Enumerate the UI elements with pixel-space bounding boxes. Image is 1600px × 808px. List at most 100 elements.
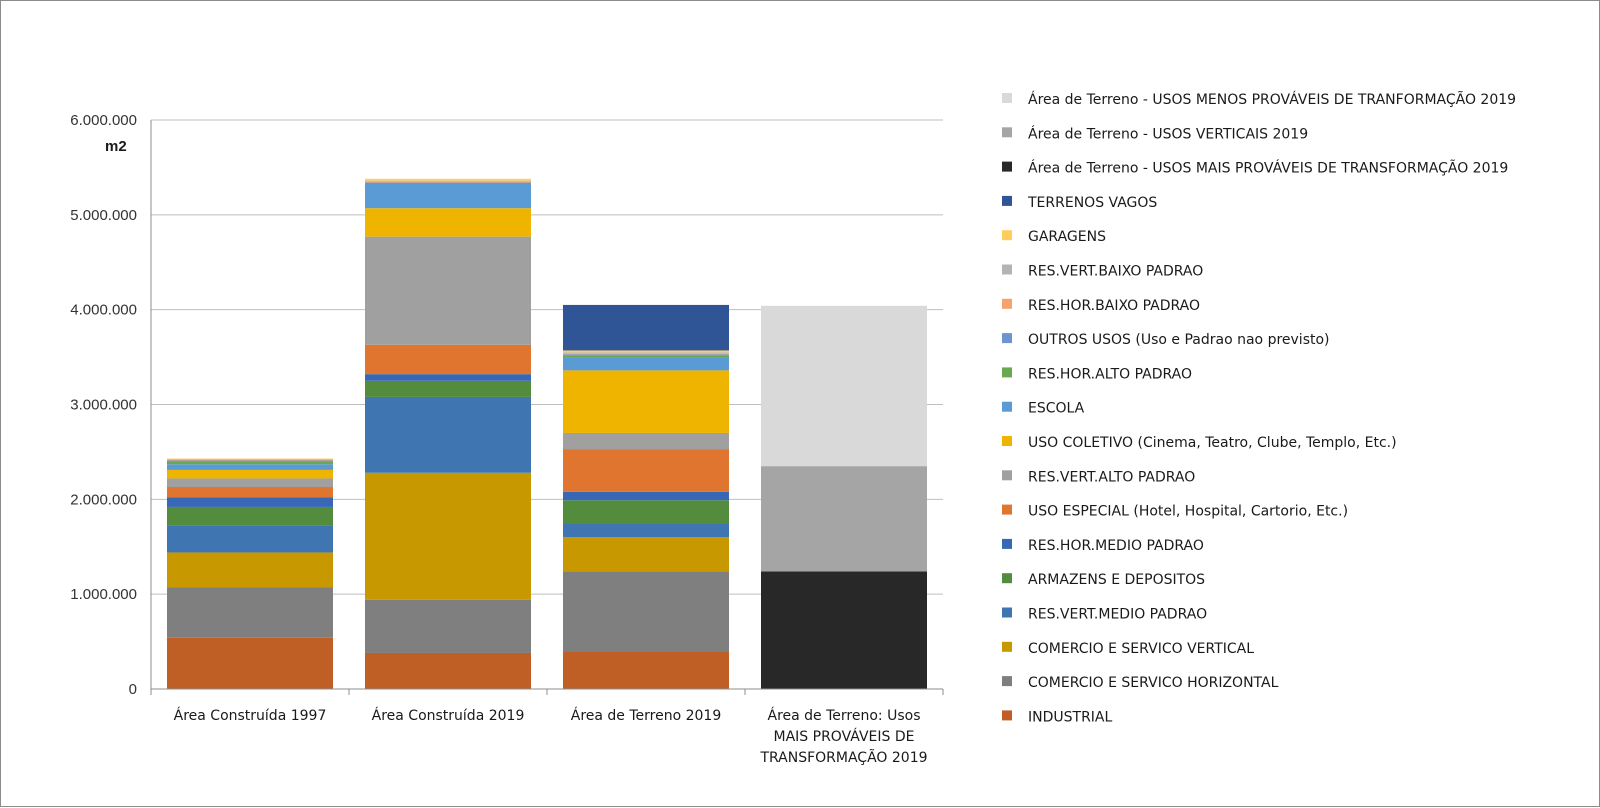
legend-label: ARMAZENS E DEPOSITOS (1028, 572, 1205, 588)
bar-segment (365, 208, 531, 237)
bar-segment (365, 178, 531, 181)
bar-segment (563, 357, 729, 371)
y-tick-label: 0 (129, 681, 137, 698)
bar-stacks (167, 178, 927, 689)
legend-label: Área de Terreno - USOS VERTICAIS 2019 (1028, 125, 1308, 142)
legend-swatch (1002, 436, 1012, 446)
bar-segment (563, 537, 729, 572)
bar-segment (563, 355, 729, 358)
y-axis-unit-label: m2 (105, 138, 127, 155)
legend-swatch (1002, 538, 1012, 549)
legend-swatch (1002, 264, 1012, 275)
bar-segment (365, 180, 531, 182)
legend-label: RES.HOR.BAIXO PADRAO (1028, 298, 1200, 314)
legend-label: RES.VERT.BAIXO PADRAO (1028, 264, 1203, 280)
legend-label: OUTROS USOS (Uso e Padrao nao previsto) (1028, 332, 1330, 348)
legend-swatch (1002, 195, 1012, 206)
bar-segment (167, 478, 333, 488)
legend-swatch (1002, 607, 1012, 618)
x-category-label: Área de Terreno: Usos MAIS PROVÁVEIS DE TR… (759, 707, 927, 766)
bar-segment (563, 523, 729, 538)
bar-segment (167, 497, 333, 507)
legend-label: COMERCIO E SERVICO HORIZONTAL (1028, 675, 1279, 691)
bar-segment (761, 305, 927, 467)
legend-swatch (1002, 367, 1012, 378)
bar-segment (563, 370, 729, 433)
bar-segment (365, 380, 531, 397)
y-tick-label: 3.000.000 (70, 397, 137, 414)
legend-label: COMERCIO E SERVICO VERTICAL (1028, 641, 1254, 657)
bar-segment (167, 487, 333, 498)
bar-segment (167, 458, 333, 460)
y-tick-label: 2.000.000 (70, 491, 137, 508)
y-tick-labels: 0 1.000.000 2.000.000 3.000.000 4.000.000 5.0… (70, 112, 137, 698)
legend-label: Área de Terreno - USOS MENOS PROVÁVEIS D… (1028, 91, 1516, 108)
legend-swatch (1002, 333, 1012, 344)
bar-segment (563, 432, 729, 450)
legend-swatch (1002, 676, 1012, 687)
legend-label: TERRENOS VAGOS (1027, 195, 1157, 211)
legend-swatch (1002, 573, 1012, 584)
bar-segment (167, 469, 333, 479)
bar-segment (167, 525, 333, 553)
bar-segment (365, 344, 531, 375)
axes (150, 120, 944, 695)
bar-segment (167, 552, 333, 588)
legend-swatch (1002, 641, 1012, 652)
bar-segment (365, 374, 531, 381)
y-tick-label: 4.000.000 (70, 302, 137, 319)
bar-segment (761, 571, 927, 689)
legend-label: USO COLETIVO (Cinema, Teatro, Clube, Tem… (1028, 435, 1397, 451)
bar-segment (365, 236, 531, 345)
bar-segment (167, 460, 333, 462)
x-category-labels: Área Construída 1997 Área Construída 2019… (174, 707, 928, 766)
bar-segment (167, 587, 333, 638)
legend-swatch (1002, 230, 1012, 241)
bar-segment (365, 181, 531, 183)
bar-segment (167, 459, 333, 461)
legend: Área de Terreno - USOS MENOS PROVÁVEIS D… (1002, 91, 1516, 725)
x-category-label: Área Construída 1997 (174, 707, 327, 724)
legend-label: INDUSTRIAL (1028, 709, 1113, 725)
bar-segment (365, 182, 531, 209)
bar-segment (563, 652, 729, 689)
y-tick-label: 5.000.000 (70, 207, 137, 224)
bar-segment (563, 354, 729, 356)
legend-swatch (1002, 401, 1012, 412)
legend-label: RES.VERT.ALTO PADRAO (1028, 469, 1195, 485)
bar-segment (563, 353, 729, 355)
legend-label: RES.HOR.MEDIO PADRAO (1028, 538, 1204, 554)
bar-segment (563, 491, 729, 501)
legend-swatch (1002, 710, 1012, 721)
legend-label: RES.VERT.MEDIO PADRAO (1028, 607, 1207, 623)
bar-segment (563, 304, 729, 351)
bar-segment (563, 500, 729, 524)
bar-segment (167, 506, 333, 526)
legend-label: USO ESPECIAL (Hotel, Hospital, Cartorio,… (1028, 504, 1348, 520)
bar-segment (365, 652, 531, 689)
bar-segment (563, 350, 729, 353)
legend-swatch (1002, 161, 1012, 172)
legend-label: RES.HOR.ALTO PADRAO (1028, 366, 1192, 382)
legend-swatch (1002, 298, 1012, 309)
legend-label: Área de Terreno - USOS MAIS PROVÁVEIS DE… (1028, 160, 1508, 177)
bar-segment (761, 466, 927, 572)
bar-segment (167, 464, 333, 470)
legend-swatch (1002, 93, 1012, 103)
legend-swatch (1002, 504, 1012, 515)
bar-segment (365, 472, 531, 600)
bar-segment (365, 599, 531, 653)
legend-swatch (1002, 127, 1012, 138)
bar-segment (563, 352, 729, 354)
y-tick-label: 6.000.000 (70, 112, 137, 129)
x-category-label: Área Construída 2019 (372, 707, 525, 724)
bar-segment (563, 449, 729, 492)
legend-swatch (1002, 470, 1012, 481)
x-category-label: Área de Terreno 2019 (571, 707, 722, 724)
y-tick-label: 1.000.000 (70, 586, 137, 603)
bar-segment (563, 571, 729, 653)
bar-segment (167, 637, 333, 689)
legend-label: GARAGENS (1028, 229, 1106, 245)
